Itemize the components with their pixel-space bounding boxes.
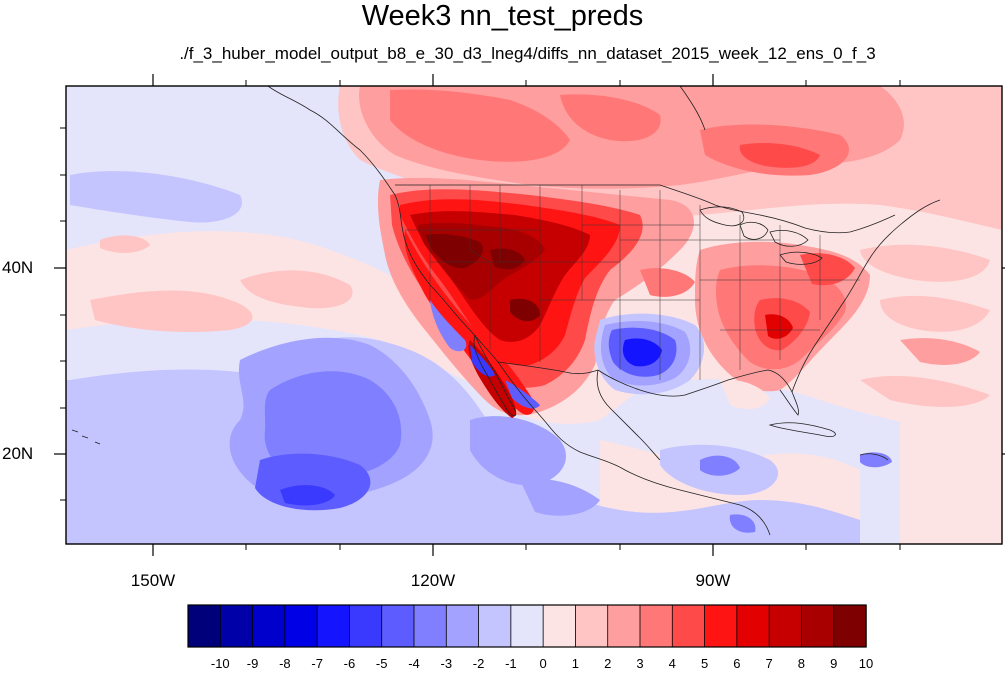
- colorbar-outline: [187, 604, 867, 648]
- colorbar-swatch: [639, 604, 673, 648]
- colorbar-swatch: [187, 604, 221, 648]
- colorbar-swatch: [736, 604, 770, 648]
- lon-label-120w: 120W: [410, 571, 456, 590]
- colorbar-swatch: [478, 604, 512, 648]
- colorbar-label: 10: [858, 656, 874, 671]
- colorbar-swatch: [381, 604, 415, 648]
- colorbar-label: -9: [246, 656, 259, 671]
- colorbar-label: -2: [472, 656, 485, 671]
- state-borders: [405, 185, 860, 380]
- colorbar-label: 0: [539, 656, 547, 671]
- colorbar-label: 1: [571, 656, 580, 671]
- map-title: Week3 nn_test_preds: [361, 0, 644, 32]
- colorbar-label: -10: [210, 656, 230, 671]
- colorbar-label: -6: [343, 656, 356, 671]
- colorbar-label: -8: [279, 656, 291, 671]
- colorbar-label: -4: [408, 656, 420, 671]
- colorbar-label: -7: [311, 656, 323, 671]
- colorbar-swatch: [284, 604, 318, 648]
- colorbar-swatch: [768, 604, 803, 648]
- colorbar-swatch: [704, 604, 738, 648]
- colorbar-label: -1: [505, 656, 517, 671]
- colorbar-swatch: [607, 604, 641, 648]
- anomaly-field: [66, 86, 1002, 544]
- colorbar-label: 6: [733, 656, 741, 671]
- colorbar-swatch: [510, 604, 544, 648]
- colorbar-label: 9: [830, 656, 838, 671]
- colorbar-label: 8: [797, 656, 806, 671]
- colorbar-swatch: [219, 604, 254, 648]
- colorbar-swatch: [445, 604, 480, 648]
- colorbar-swatch: [542, 604, 577, 648]
- colorbar-swatch: [833, 604, 867, 648]
- colorbar-label: 3: [636, 656, 644, 671]
- axis-ticks: [54, 74, 1005, 556]
- colorbar-swatch: [316, 604, 351, 648]
- lon-label-150w: 150W: [130, 571, 176, 590]
- colorbar: [187, 604, 867, 648]
- coastlines: [71, 86, 941, 536]
- colorbar-swatch: [575, 604, 609, 648]
- colorbar-swatch: [671, 604, 706, 648]
- colorbar-label: 5: [700, 656, 709, 671]
- colorbar-label: -5: [375, 656, 388, 671]
- colorbar-swatch: [801, 604, 835, 648]
- lat-label-40n: 40N: [2, 258, 34, 277]
- colorbar-label: 2: [604, 656, 612, 671]
- lon-label-90w: 90W: [695, 571, 731, 590]
- colorbar-label: 7: [765, 656, 773, 671]
- colorbar-swatch: [413, 604, 447, 648]
- colorbar-label: -3: [440, 656, 453, 671]
- map-subtitle: ./f_3_huber_model_output_b8_e_30_d3_lneg…: [179, 44, 876, 63]
- colorbar-swatch: [349, 604, 383, 648]
- colorbar-swatch: [252, 604, 286, 648]
- lat-label-20n: 20N: [2, 444, 34, 463]
- colorbar-label: 4: [668, 656, 676, 671]
